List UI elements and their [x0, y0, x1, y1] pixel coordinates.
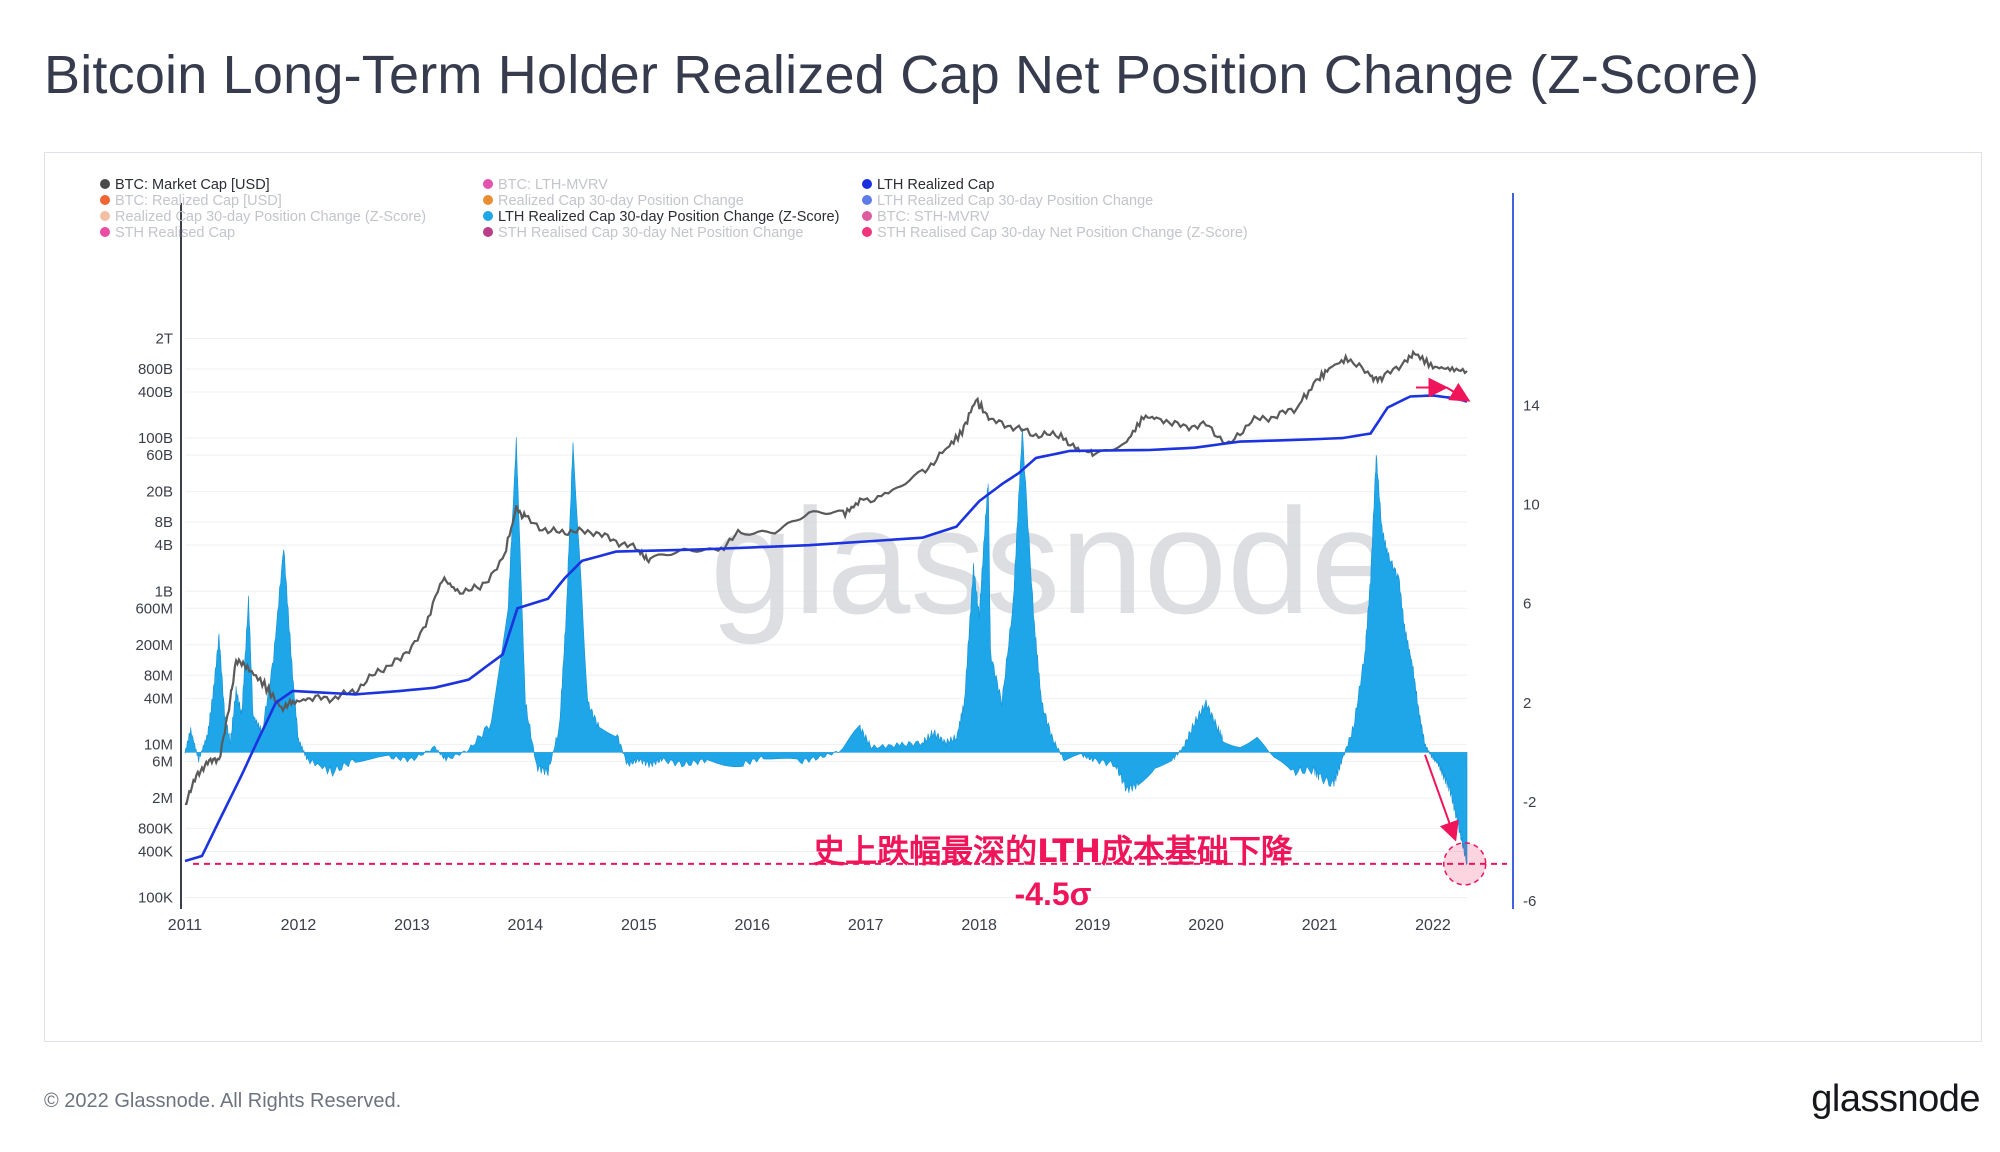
- left-axis-tick-label: 10M: [144, 736, 173, 753]
- legend-swatch[interactable]: [483, 227, 493, 237]
- legend-label[interactable]: LTH Realized Cap 30-day Position Change: [877, 193, 1153, 209]
- legend-label[interactable]: STH Realised Cap: [115, 225, 235, 241]
- legend-swatch[interactable]: [483, 211, 493, 221]
- left-axis-tick-label: 2T: [155, 330, 173, 347]
- x-axis-tick-label: 2022: [1415, 917, 1451, 934]
- drop-arrow: [1424, 754, 1459, 842]
- left-axis-tick-label: 20B: [146, 484, 173, 501]
- legend-swatch[interactable]: [483, 195, 493, 205]
- zscore-area-layer: [184, 427, 1468, 866]
- left-axis-tick-label: 8B: [155, 514, 173, 531]
- left-axis-tick-label: 40M: [144, 690, 173, 707]
- left-axis-tick-label: 400B: [138, 384, 173, 401]
- left-axis-tick-label: 100K: [138, 890, 173, 907]
- legend-label[interactable]: BTC: Market Cap [USD]: [115, 177, 270, 193]
- x-axis-tick-label: 2011: [168, 917, 203, 934]
- annotation-layer: 史上跌幅最深的LTH成本基础下降 -4.5σ: [193, 377, 1507, 912]
- right-axis-tick-label: 2: [1523, 695, 1531, 712]
- legend-label[interactable]: LTH Realized Cap: [877, 177, 994, 193]
- right-axis-tick-label: -6: [1523, 893, 1536, 910]
- left-axis-tick-label: 600M: [135, 600, 173, 617]
- right-axis-tick-label: 6: [1523, 596, 1531, 613]
- left-axis-tick-label: 800K: [138, 820, 173, 837]
- legend-label[interactable]: STH Realised Cap 30-day Net Position Cha…: [877, 225, 1248, 241]
- legend-swatch[interactable]: [100, 179, 110, 189]
- left-axis-tick-label: 400K: [138, 843, 173, 860]
- line-layer: [184, 349, 1468, 863]
- right-axis-tick-label: -2: [1523, 794, 1536, 811]
- chart-watermark: glassnode: [710, 477, 1394, 645]
- left-axis-tick-label: 4B: [155, 537, 173, 554]
- legend-swatch[interactable]: [483, 179, 493, 189]
- x-axis-tick-label: 2014: [508, 917, 544, 934]
- legend-swatch[interactable]: [100, 195, 110, 205]
- left-axis-tick-label: 80M: [144, 667, 173, 684]
- left-axis-tick-label: 800B: [138, 361, 173, 378]
- brand-logo: glassnode: [1811, 1078, 1980, 1120]
- x-axis-tick-label: 2015: [621, 917, 657, 934]
- x-axis-tick-label: 2019: [1075, 917, 1111, 934]
- copyright-footer: © 2022 Glassnode. All Rights Reserved.: [44, 1090, 402, 1112]
- left-axis-tick-label: 100B: [138, 430, 173, 447]
- left-axis-tick-label: 1B: [155, 583, 173, 600]
- left-axis-tick-label: 6M: [152, 753, 173, 770]
- legend-swatch[interactable]: [862, 195, 872, 205]
- x-axis-tick-label: 2012: [281, 917, 317, 934]
- market-cap-line: [184, 349, 1468, 806]
- chart-panel: glassnode 2T 800B 400B 100B 60B 20B 8B 4B 1B 600M…: [44, 152, 1982, 1042]
- legend: BTC: Market Cap [USD] BTC: LTH-MVRV LTH Re…: [100, 177, 1248, 241]
- annotation-text: 史上跌幅最深的LTH成本基础下降: [813, 832, 1294, 870]
- legend-label[interactable]: BTC: STH-MVRV: [877, 209, 990, 225]
- x-axis-tick-label: 2016: [734, 917, 770, 934]
- annotation-value: -4.5σ: [1014, 876, 1091, 912]
- right-axis-tick-label: 10: [1523, 497, 1540, 514]
- x-axis-tick-label: 2017: [848, 917, 884, 934]
- decline-arrow: [1446, 382, 1471, 402]
- legend-label[interactable]: Realized Cap 30-day Position Change (Z-S…: [115, 209, 426, 225]
- legend-swatch[interactable]: [862, 179, 872, 189]
- legend-label[interactable]: Realized Cap 30-day Position Change: [498, 193, 744, 209]
- page-title: Bitcoin Long-Term Holder Realized Cap Ne…: [44, 45, 1760, 105]
- annotation-highlight-circle: [1442, 842, 1487, 886]
- left-axis-tick-label: 2M: [152, 790, 173, 807]
- left-axis-tick-label: 60B: [146, 447, 173, 464]
- x-axis-tick-label: 2018: [961, 917, 997, 934]
- legend-swatch[interactable]: [100, 211, 110, 221]
- legend-swatch[interactable]: [862, 227, 872, 237]
- legend-label[interactable]: BTC: LTH-MVRV: [498, 177, 608, 193]
- legend-swatch[interactable]: [100, 227, 110, 237]
- left-axis-tick-label: 200M: [135, 637, 173, 654]
- x-axis-tick-label: 2021: [1302, 917, 1338, 934]
- x-axis-tick-label: 2013: [394, 917, 430, 934]
- right-axis-tick-label: 14: [1523, 398, 1540, 415]
- lth-realized-cap-line: [184, 394, 1468, 863]
- lth-zscore-area: [184, 427, 1468, 866]
- legend-swatch[interactable]: [862, 211, 872, 221]
- legend-label[interactable]: LTH Realized Cap 30-day Position Change …: [498, 209, 839, 225]
- legend-label[interactable]: BTC: Realized Cap [USD]: [115, 193, 282, 209]
- x-axis-tick-label: 2020: [1188, 917, 1224, 934]
- legend-label[interactable]: STH Realised Cap 30-day Net Position Cha…: [498, 225, 803, 241]
